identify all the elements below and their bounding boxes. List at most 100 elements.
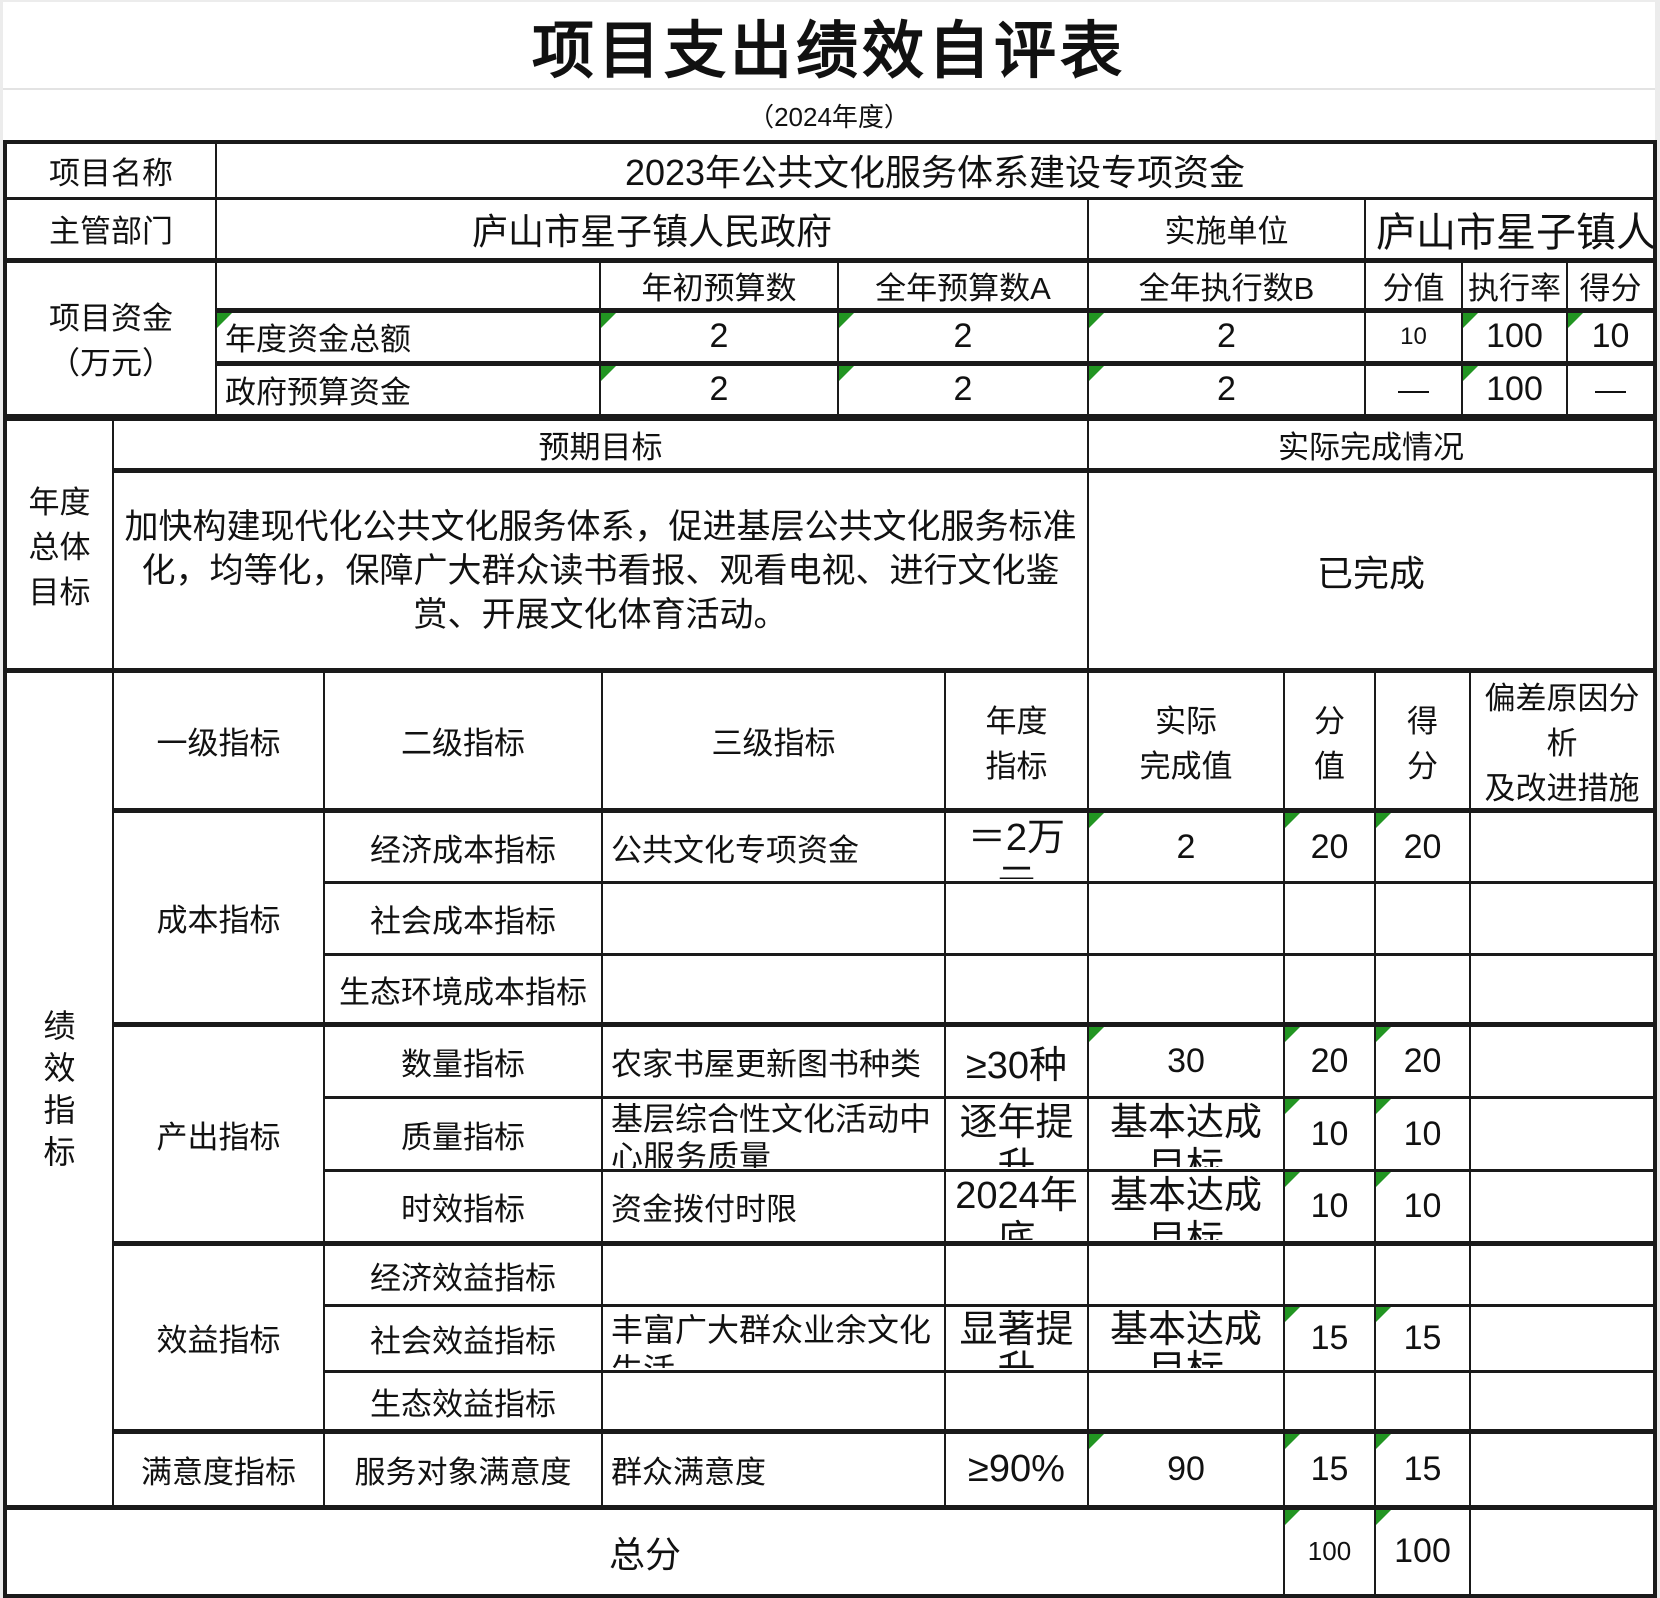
form-title-row: 项目支出绩效自评表 — [3, 2, 1655, 90]
funds-cell-initial: 2 — [599, 307, 839, 365]
total-deviation — [1469, 1505, 1656, 1597]
perf-annual-target: ＝2万 元 — [944, 808, 1089, 884]
perf-actual-value: 2 — [1087, 808, 1285, 884]
funds-cell-exec-rate: 100 — [1461, 307, 1568, 365]
form-subtitle: （2024年度） — [748, 101, 910, 132]
perf-score — [1374, 1370, 1471, 1433]
self-evaluation-form: 项目支出绩效自评表 （2024年度） 项目名称 2023年公共文化服务体系建设专… — [3, 2, 1657, 1598]
funds-cell-annual: 2 — [837, 360, 1089, 417]
perf-score-value — [1283, 953, 1376, 1026]
perf-score-value — [1283, 1241, 1376, 1307]
goal-performance-table: 年度 总体 目标 预期目标 实际完成情况 加快构建现代化公共文化服务体系，促进基… — [3, 416, 1657, 1598]
perf-score: 15 — [1374, 1304, 1471, 1373]
perf-level2: 质量指标 — [323, 1096, 603, 1172]
perf-annual-target — [944, 881, 1089, 956]
perf-score-value: 20 — [1283, 808, 1376, 884]
perf-score-value: 20 — [1283, 1022, 1376, 1099]
perf-score: 15 — [1374, 1429, 1471, 1509]
funds-header-exec-rate: 执行率 — [1461, 257, 1568, 312]
perf-level3: 丰富广大群众业余文化 生活 — [601, 1304, 946, 1373]
perf-actual-value: 基本达成 目标 — [1087, 1304, 1285, 1373]
perf-score: 20 — [1374, 1022, 1471, 1099]
perf-score: 10 — [1374, 1096, 1471, 1172]
perf-score — [1374, 881, 1471, 956]
perf-deviation — [1469, 1169, 1656, 1245]
perf-header-level1: 一级指标 — [112, 668, 325, 812]
funds-cell-score-value: 10 — [1364, 307, 1463, 365]
perf-level2: 服务对象满意度 — [323, 1429, 603, 1509]
performance-section-label: 绩 效 指 标 — [4, 668, 114, 1509]
perf-level3: 资金拨付时限 — [601, 1169, 946, 1245]
perf-level3: 基层综合性文化活动中 心服务质量 — [601, 1096, 946, 1172]
perf-header-level3: 三级指标 — [601, 668, 946, 812]
perf-annual-target — [944, 1370, 1089, 1433]
perf-score-value: 10 — [1283, 1169, 1376, 1245]
perf-actual-value — [1087, 953, 1285, 1026]
perf-score — [1374, 1241, 1471, 1307]
perf-level3 — [601, 881, 946, 956]
funds-section-label: 项目资金 （万元） — [4, 257, 217, 417]
perf-annual-target: 显著提 升 — [944, 1304, 1089, 1373]
funds-header-annual: 全年预算数A — [837, 257, 1089, 312]
perf-score-value: 15 — [1283, 1304, 1376, 1373]
funds-cell-initial: 2 — [599, 360, 839, 417]
perf-level3: 农家书屋更新图书种类 — [601, 1022, 946, 1099]
funds-header-score-value: 分值 — [1364, 257, 1463, 312]
funds-cell-annual: 2 — [837, 307, 1089, 365]
perf-score-value: 10 — [1283, 1096, 1376, 1172]
project-funds-table: 项目名称 2023年公共文化服务体系建设专项资金 主管部门 庐山市星子镇人民政府… — [3, 140, 1657, 417]
perf-annual-target — [944, 953, 1089, 1026]
perf-deviation — [1469, 953, 1656, 1026]
impl-unit-label: 实施单位 — [1087, 196, 1366, 262]
perf-deviation — [1469, 1096, 1656, 1172]
perf-score: 10 — [1374, 1169, 1471, 1245]
expected-goal-header: 预期目标 — [112, 417, 1089, 472]
perf-deviation — [1469, 1370, 1656, 1433]
perf-actual-value: 90 — [1087, 1429, 1285, 1509]
form-title: 项目支出绩效自评表 — [531, 17, 1126, 86]
perf-score — [1374, 953, 1471, 1026]
project-name-label: 项目名称 — [4, 140, 217, 200]
perf-deviation — [1469, 1241, 1656, 1307]
perf-level3 — [601, 1370, 946, 1433]
perf-deviation — [1469, 881, 1656, 956]
perf-score-value — [1283, 1370, 1376, 1433]
dept-label: 主管部门 — [4, 196, 217, 262]
perf-level2: 经济效益指标 — [323, 1241, 603, 1307]
perf-level3: 公共文化专项资金 — [601, 808, 946, 884]
perf-level1-satisfaction: 满意度指标 — [112, 1429, 325, 1509]
perf-level3 — [601, 1241, 946, 1307]
perf-annual-target: ≥90% — [944, 1429, 1089, 1509]
actual-completion-header: 实际完成情况 — [1087, 417, 1656, 472]
perf-score-value — [1283, 881, 1376, 956]
funds-cell-score: 10 — [1566, 307, 1656, 365]
project-name-value: 2023年公共文化服务体系建设专项资金 — [215, 140, 1656, 200]
funds-row-label: 年度资金总额 — [215, 307, 601, 365]
perf-level2: 经济成本指标 — [323, 808, 603, 884]
perf-header-level2: 二级指标 — [323, 668, 603, 812]
perf-level3 — [601, 953, 946, 1026]
funds-cell-executed: 2 — [1087, 360, 1366, 417]
perf-actual-value: 基本达成 目标 — [1087, 1096, 1285, 1172]
perf-deviation — [1469, 1022, 1656, 1099]
funds-header-score: 得分 — [1566, 257, 1656, 312]
perf-level2: 时效指标 — [323, 1169, 603, 1245]
annual-goal-label: 年度 总体 目标 — [4, 417, 114, 672]
perf-annual-target — [944, 1241, 1089, 1307]
total-score: 100 — [1374, 1505, 1471, 1597]
perf-level1-cost: 成本指标 — [112, 808, 325, 1026]
perf-header-annual: 年度 指标 — [944, 668, 1089, 812]
perf-level2: 生态效益指标 — [323, 1370, 603, 1433]
actual-completion-text: 已完成 — [1087, 468, 1656, 672]
funds-cell-executed: 2 — [1087, 307, 1366, 365]
perf-deviation — [1469, 808, 1656, 884]
total-score-label: 总分 — [4, 1505, 1285, 1597]
funds-cell-score: — — [1566, 360, 1656, 417]
perf-header-score: 得 分 — [1374, 668, 1471, 812]
funds-cell-score-value: — — [1364, 360, 1463, 417]
perf-actual-value — [1087, 1370, 1285, 1433]
perf-header-actual: 实际 完成值 — [1087, 668, 1285, 812]
perf-actual-value — [1087, 881, 1285, 956]
perf-annual-target: 2024年 底 — [944, 1169, 1089, 1245]
funds-header-executed: 全年执行数B — [1087, 257, 1366, 312]
